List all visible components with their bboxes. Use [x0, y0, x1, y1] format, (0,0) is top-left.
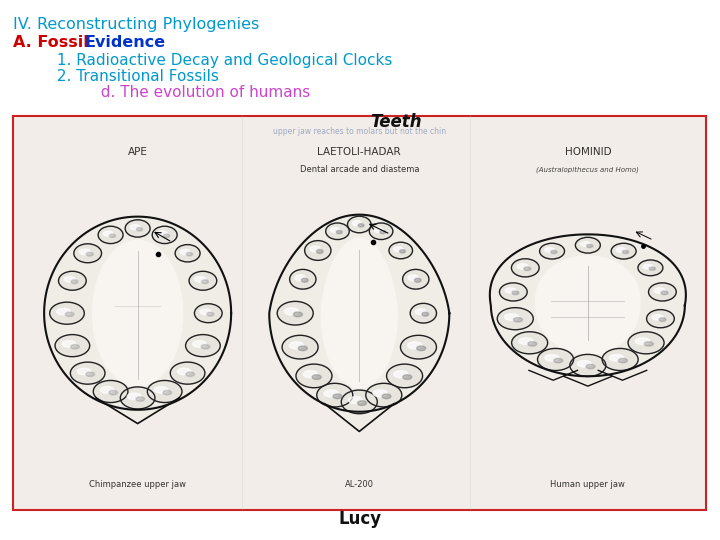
Text: A. Fossil: A. Fossil	[13, 35, 94, 50]
Text: 2. Transitional Fossils: 2. Transitional Fossils	[13, 69, 219, 84]
Text: Teeth: Teeth	[370, 113, 422, 131]
Text: IV. Reconstructing Phylogenies: IV. Reconstructing Phylogenies	[13, 17, 259, 32]
FancyBboxPatch shape	[13, 116, 706, 510]
Text: Evidence: Evidence	[85, 35, 166, 50]
Text: Lucy: Lucy	[338, 510, 382, 529]
Text: 1. Radioactive Decay and Geological Clocks: 1. Radioactive Decay and Geological Cloc…	[13, 53, 392, 68]
Text: d. The evolution of humans: d. The evolution of humans	[13, 85, 310, 100]
